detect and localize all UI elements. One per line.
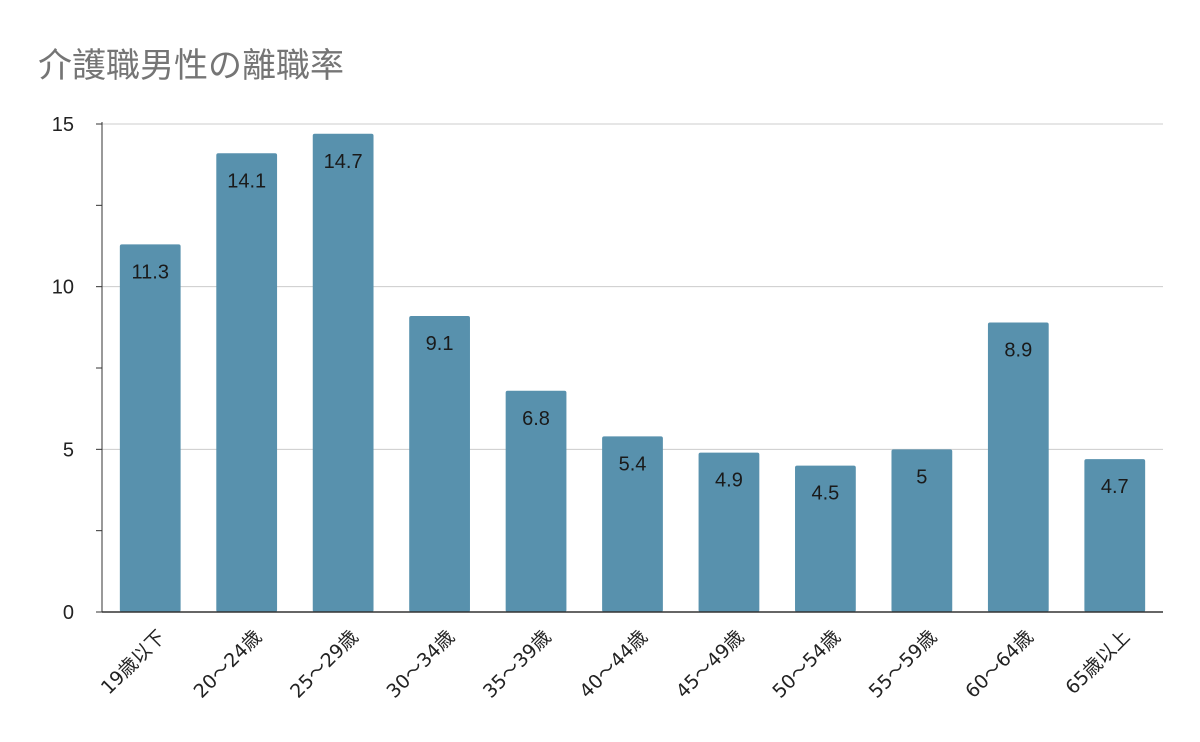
y-tick-label: 5 [63, 439, 74, 461]
x-tick-label: 25～29歳 [286, 626, 363, 703]
bar [216, 153, 278, 612]
data-label: 4.7 [1101, 476, 1129, 498]
x-tick-label: 45～49歳 [672, 626, 749, 703]
x-tick-label: 20～24歳 [190, 626, 267, 703]
data-label: 9.1 [426, 333, 454, 355]
y-tick-label: 0 [63, 602, 74, 624]
bar [505, 390, 567, 612]
bar [987, 322, 1049, 612]
bar [602, 436, 663, 612]
y-tick-label: 15 [52, 114, 74, 136]
bar [891, 449, 953, 612]
data-label: 5.4 [619, 453, 647, 475]
data-label: 14.7 [324, 151, 363, 173]
data-label: 6.8 [522, 408, 550, 430]
x-tick-label: 35～39歳 [479, 626, 556, 703]
bar [409, 315, 470, 612]
data-label: 11.3 [132, 261, 169, 283]
bar [312, 133, 374, 612]
x-tick-label: 60～64歳 [961, 626, 1038, 703]
data-label: 5 [916, 466, 927, 488]
data-label: 4.5 [812, 483, 840, 505]
data-label: 4.9 [715, 470, 743, 492]
bar [119, 244, 181, 612]
bar [698, 452, 760, 612]
bar [795, 465, 856, 612]
x-tick-label: 40～44歳 [575, 626, 652, 703]
x-tick-label: 55～59歳 [865, 626, 942, 703]
x-tick-label: 50～54歳 [768, 626, 845, 703]
y-tick-label: 10 [52, 277, 74, 299]
x-tick-label: 30～34歳 [383, 626, 460, 703]
x-tick-label: 19歳以下 [97, 626, 170, 699]
chart-title: 介護職男性の離職率 [38, 46, 344, 86]
data-label: 14.1 [227, 170, 266, 192]
bar [1084, 459, 1146, 612]
data-label: 8.9 [1004, 339, 1032, 361]
x-tick-label: 65歳以上 [1061, 626, 1134, 699]
